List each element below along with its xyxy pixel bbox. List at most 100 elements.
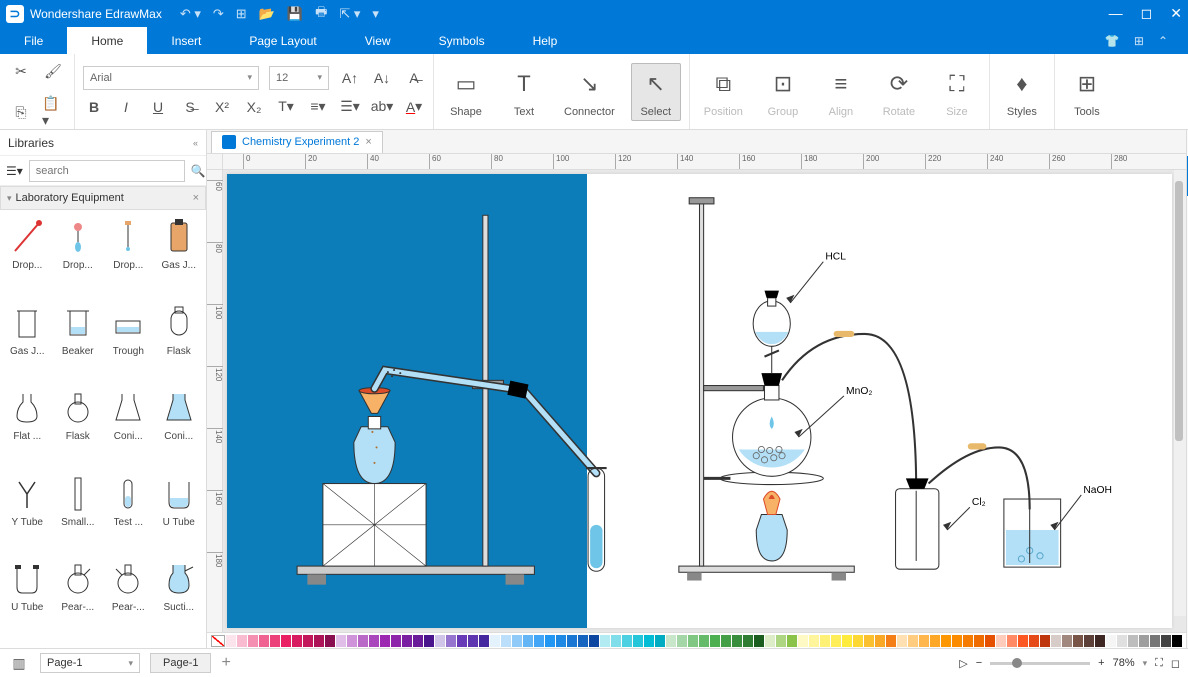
color-swatch[interactable] <box>259 635 269 647</box>
color-swatch[interactable] <box>952 635 962 647</box>
italic-icon[interactable]: I <box>115 96 137 118</box>
color-swatch[interactable] <box>600 635 610 647</box>
color-swatch[interactable] <box>941 635 951 647</box>
export-icon[interactable]: ⇱ ▾ <box>339 6 360 22</box>
shape-item[interactable]: Flask <box>53 387 104 471</box>
shape-item[interactable]: Y Tube <box>2 473 53 557</box>
layout-mode-icon[interactable]: ▥ <box>8 652 30 674</box>
shape-item[interactable]: Beaker <box>53 302 104 386</box>
color-swatch[interactable] <box>644 635 654 647</box>
shape-item[interactable]: Trough <box>103 302 154 386</box>
collapse-ribbon-icon[interactable]: ⌃ <box>1158 34 1168 48</box>
color-swatch[interactable] <box>1051 635 1061 647</box>
color-swatch[interactable] <box>974 635 984 647</box>
color-swatch[interactable] <box>633 635 643 647</box>
shape-item[interactable]: Sucti... <box>154 558 205 642</box>
color-swatch[interactable] <box>699 635 709 647</box>
linespacing-icon[interactable]: ≡▾ <box>307 96 329 118</box>
shape-item[interactable]: U Tube <box>2 558 53 642</box>
color-swatch[interactable] <box>798 635 808 647</box>
shape-item[interactable]: Gas J... <box>2 302 53 386</box>
text-button[interactable]: TText <box>500 64 548 120</box>
color-swatch[interactable] <box>666 635 676 647</box>
color-swatch[interactable] <box>479 635 489 647</box>
menu-view[interactable]: View <box>341 27 415 54</box>
color-swatch[interactable] <box>270 635 280 647</box>
decrease-font-icon[interactable]: A↓ <box>371 67 393 89</box>
color-swatch[interactable] <box>996 635 1006 647</box>
color-swatch[interactable] <box>501 635 511 647</box>
bullets-icon[interactable]: ☰▾ <box>339 96 361 118</box>
new-icon[interactable]: ⊞ <box>236 6 247 22</box>
color-swatch[interactable] <box>875 635 885 647</box>
color-swatch[interactable] <box>1029 635 1039 647</box>
minimize-icon[interactable]: — <box>1109 5 1123 22</box>
shape-item[interactable]: Pear-... <box>103 558 154 642</box>
search-icon[interactable]: 🔍 <box>191 164 206 178</box>
color-swatch[interactable] <box>1172 635 1182 647</box>
library-menu-icon[interactable]: ☰▾ <box>6 164 23 178</box>
color-swatch[interactable] <box>1150 635 1160 647</box>
shape-item[interactable]: Drop... <box>53 216 104 300</box>
select-button[interactable]: ↖Select <box>631 63 681 121</box>
canvas[interactable]: HCL MnO₂ Cl₂ NaOH <box>227 174 1172 628</box>
library-section-header[interactable]: ▾ Laboratory Equipment × <box>0 186 206 210</box>
zoom-out-icon[interactable]: − <box>976 657 982 669</box>
rotate-button[interactable]: ⟳Rotate <box>875 64 923 120</box>
color-swatch[interactable] <box>864 635 874 647</box>
tshirt-icon[interactable]: 👕 <box>1105 34 1120 48</box>
color-swatch[interactable] <box>446 635 456 647</box>
color-swatch[interactable] <box>611 635 621 647</box>
color-swatch[interactable] <box>567 635 577 647</box>
color-swatch[interactable] <box>578 635 588 647</box>
collapse-libraries-icon[interactable]: « <box>193 138 198 148</box>
color-swatch[interactable] <box>237 635 247 647</box>
color-swatch[interactable] <box>622 635 632 647</box>
play-icon[interactable]: ▷ <box>959 657 967 670</box>
add-page-icon[interactable]: + <box>221 654 230 672</box>
align-button[interactable]: ≡Align <box>817 64 865 120</box>
color-swatch[interactable] <box>809 635 819 647</box>
color-swatch[interactable] <box>523 635 533 647</box>
copy-icon[interactable]: ⎘ <box>10 101 32 123</box>
close-section-icon[interactable]: × <box>193 192 199 204</box>
shape-item[interactable]: U Tube <box>154 473 205 557</box>
color-swatch[interactable] <box>490 635 500 647</box>
color-swatch[interactable] <box>303 635 313 647</box>
color-swatch[interactable] <box>1073 635 1083 647</box>
color-swatch[interactable] <box>897 635 907 647</box>
bold-icon[interactable]: B <box>83 96 105 118</box>
color-swatch[interactable] <box>655 635 665 647</box>
shape-item[interactable]: Coni... <box>154 387 205 471</box>
print-icon[interactable]: 🖶 <box>315 3 327 25</box>
subscript-icon[interactable]: X₂ <box>243 96 265 118</box>
menu-home[interactable]: Home <box>67 27 147 54</box>
color-swatch[interactable] <box>765 635 775 647</box>
color-swatch[interactable] <box>721 635 731 647</box>
color-swatch[interactable] <box>325 635 335 647</box>
shape-item[interactable]: Drop... <box>103 216 154 300</box>
connector-button[interactable]: ↘Connector <box>558 64 621 120</box>
color-swatch[interactable] <box>754 635 764 647</box>
color-swatch[interactable] <box>985 635 995 647</box>
color-swatch[interactable] <box>468 635 478 647</box>
undo-icon[interactable]: ↶ ▾ <box>180 6 201 22</box>
color-swatch[interactable] <box>787 635 797 647</box>
color-swatch[interactable] <box>963 635 973 647</box>
shape-button[interactable]: ▭Shape <box>442 64 490 120</box>
close-icon[interactable]: ✕ <box>1170 5 1182 22</box>
maximize-icon[interactable]: ◻ <box>1141 5 1153 22</box>
color-swatch[interactable] <box>347 635 357 647</box>
color-swatch[interactable] <box>556 635 566 647</box>
color-swatch[interactable] <box>457 635 467 647</box>
fit-icon[interactable]: ⛶ <box>1155 657 1163 670</box>
color-swatch[interactable] <box>1139 635 1149 647</box>
color-swatch[interactable] <box>831 635 841 647</box>
color-swatch[interactable] <box>545 635 555 647</box>
color-swatch[interactable] <box>402 635 412 647</box>
color-swatch[interactable] <box>1095 635 1105 647</box>
color-swatch[interactable] <box>886 635 896 647</box>
color-swatch[interactable] <box>314 635 324 647</box>
menu-symbols[interactable]: Symbols <box>415 27 509 54</box>
color-swatch[interactable] <box>391 635 401 647</box>
